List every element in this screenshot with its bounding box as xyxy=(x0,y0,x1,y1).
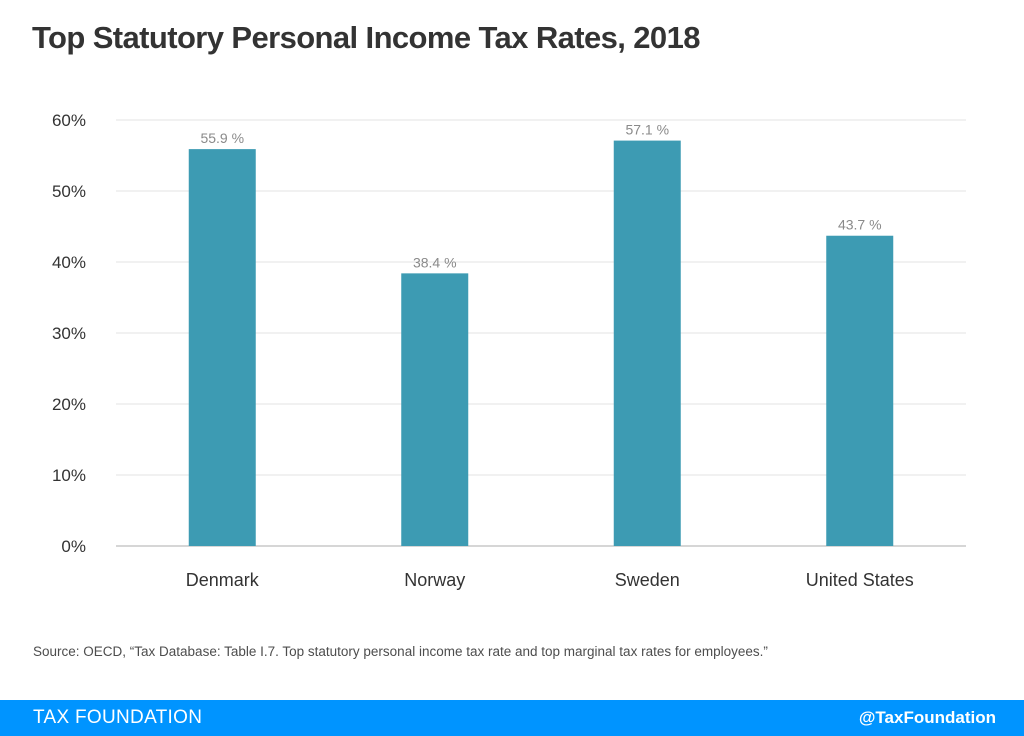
data-label: 43.7 % xyxy=(838,217,882,233)
page-title: Top Statutory Personal Income Tax Rates,… xyxy=(32,20,700,55)
data-label: 55.9 % xyxy=(200,130,244,146)
source-note: Source: OECD, “Tax Database: Table I.7. … xyxy=(33,644,768,659)
bar xyxy=(826,235,894,547)
x-category-label: Sweden xyxy=(615,570,680,590)
bars xyxy=(188,140,894,547)
gridlines xyxy=(116,119,966,547)
y-tick-label: 10% xyxy=(52,466,86,485)
x-category-label: Denmark xyxy=(186,570,260,590)
y-tick-label: 40% xyxy=(52,253,86,272)
x-category-label: United States xyxy=(806,570,914,590)
y-tick-label: 0% xyxy=(61,537,86,556)
bar xyxy=(188,149,256,547)
bar-chart: 0% 10% 20% 30% 40% 50% 60% 55.9 % 38.4 % 57.1 % 4… xyxy=(52,111,966,590)
x-axis-categories: Denmark Norway Sweden United States xyxy=(186,570,914,590)
x-category-label: Norway xyxy=(404,570,465,590)
data-label: 38.4 % xyxy=(413,254,457,270)
y-axis-ticks: 0% 10% 20% 30% 40% 50% 60% xyxy=(52,111,86,556)
y-tick-label: 20% xyxy=(52,395,86,414)
y-tick-label: 30% xyxy=(52,324,86,343)
bar xyxy=(613,140,681,546)
data-labels: 55.9 % 38.4 % 57.1 % 43.7 % xyxy=(200,122,881,271)
data-label: 57.1 % xyxy=(625,122,669,138)
footer-bar: TAX FOUNDATION @TaxFoundation xyxy=(0,700,1024,736)
y-tick-label: 50% xyxy=(52,182,86,201)
footer-handle: @TaxFoundation xyxy=(858,708,996,727)
bar xyxy=(401,273,469,546)
y-tick-label: 60% xyxy=(52,111,86,130)
footer-brand: TAX FOUNDATION xyxy=(33,707,203,728)
